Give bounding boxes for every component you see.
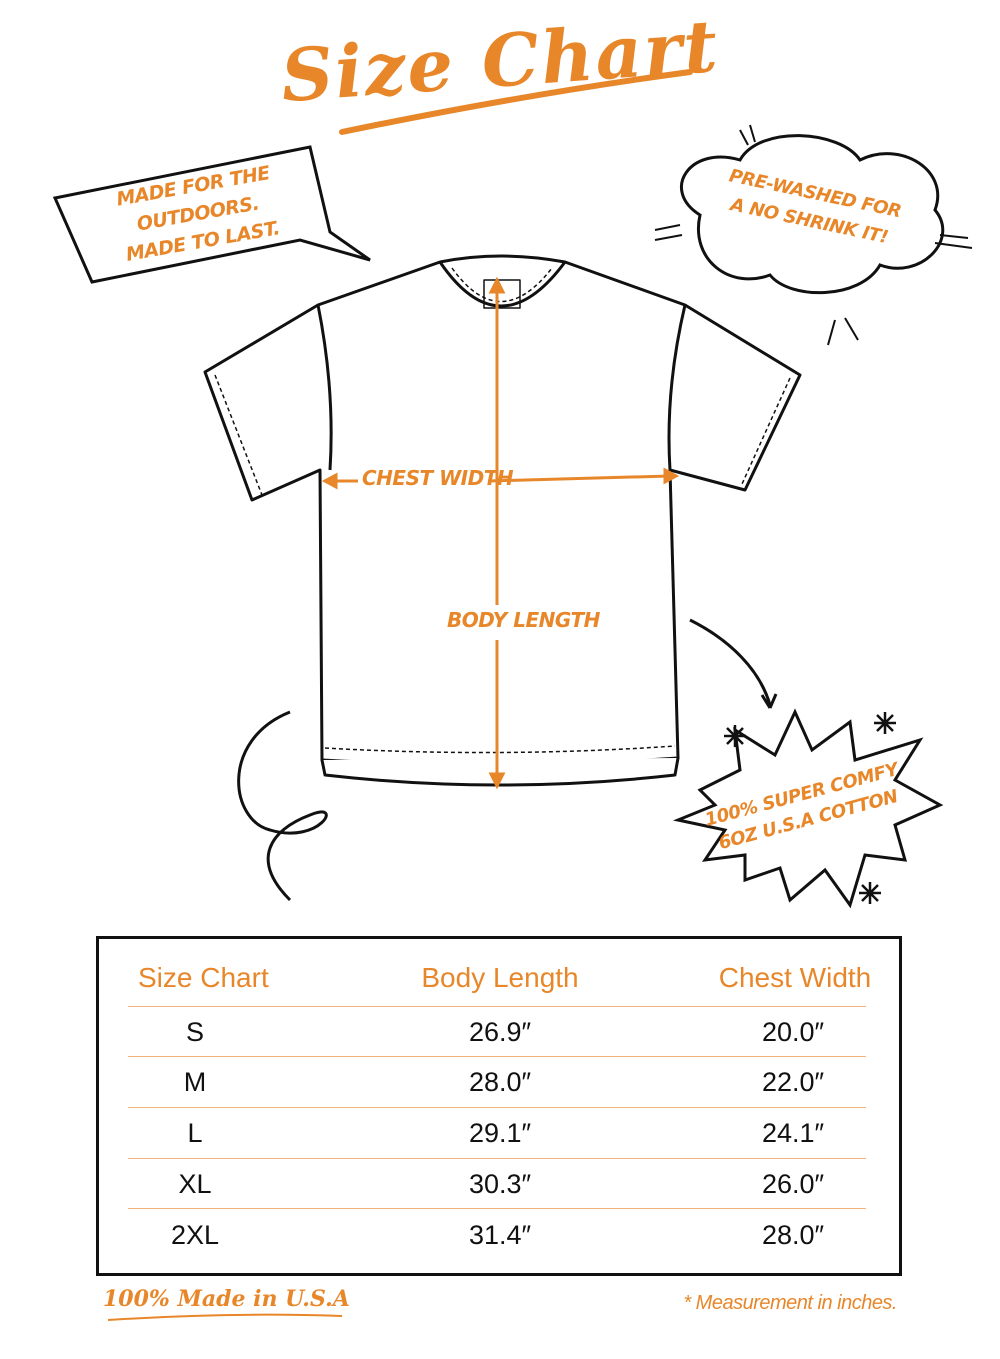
starburst-badge (672, 708, 944, 909)
body-length-cell: 30.3″ (468, 1169, 532, 1199)
tshirt-drawing (203, 254, 802, 787)
chest-width-cell: 22.0″ (761, 1067, 825, 1097)
speech-box (52, 145, 371, 284)
divider (128, 1158, 866, 1159)
body-length-arrow (488, 276, 506, 790)
divider (128, 1056, 866, 1057)
chest-width-label: Chest Width (362, 466, 514, 490)
size-cell: XL (178, 1169, 212, 1199)
chest-width-cell: 28.0″ (761, 1220, 825, 1250)
body-length-cell: 28.0″ (468, 1067, 532, 1097)
curly-arrow-icon (237, 710, 328, 902)
size-table (96, 936, 902, 1276)
chest-width-cell: 24.1″ (761, 1118, 825, 1148)
chest-width-cell: 26.0″ (761, 1169, 825, 1199)
body-length-label: Body Length (447, 608, 600, 632)
header-size: Size Chart (138, 962, 269, 993)
chest-width-cell: 20.0″ (761, 1017, 825, 1047)
made-in-underline (107, 1313, 343, 1321)
thought-cloud (680, 134, 945, 295)
divider (128, 1107, 866, 1108)
sparkle-icons (724, 712, 896, 904)
made-in-usa-label: 100% Made in U.S.A (103, 1286, 350, 1312)
body-length-cell: 26.9″ (468, 1017, 532, 1047)
header-body-length: Body Length (421, 962, 579, 993)
divider (128, 1006, 866, 1007)
size-cell: S (185, 1017, 204, 1047)
size-cell: L (187, 1118, 203, 1148)
header-chest-width: Chest Width (718, 962, 872, 993)
curved-arrow-icon (689, 618, 772, 706)
body-length-cell: 29.1″ (468, 1118, 532, 1148)
measurement-note: * Measurement in inches. (683, 1292, 897, 1314)
size-cell: 2XL (170, 1220, 220, 1250)
size-cell: M (183, 1067, 207, 1097)
divider (128, 1208, 866, 1209)
body-length-cell: 31.4″ (468, 1220, 532, 1250)
cloud-burst-lines-icon (654, 124, 973, 346)
chest-width-arrow (321, 467, 680, 490)
title-underline (339, 69, 693, 135)
